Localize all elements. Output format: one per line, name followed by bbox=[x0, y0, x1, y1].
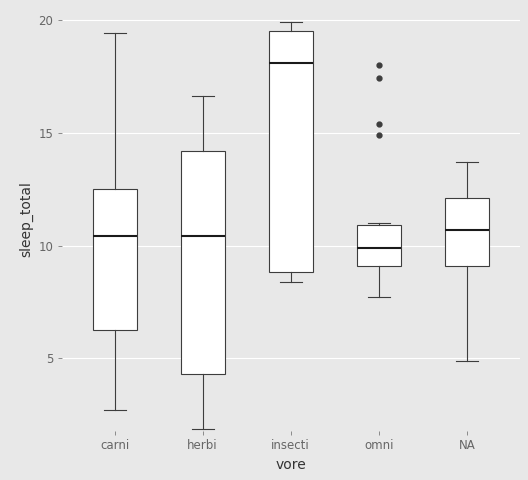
PathPatch shape bbox=[357, 225, 401, 266]
PathPatch shape bbox=[269, 31, 313, 272]
PathPatch shape bbox=[445, 198, 489, 266]
X-axis label: vore: vore bbox=[276, 457, 306, 472]
Y-axis label: sleep_total: sleep_total bbox=[19, 181, 33, 257]
PathPatch shape bbox=[92, 189, 137, 330]
PathPatch shape bbox=[181, 151, 225, 374]
